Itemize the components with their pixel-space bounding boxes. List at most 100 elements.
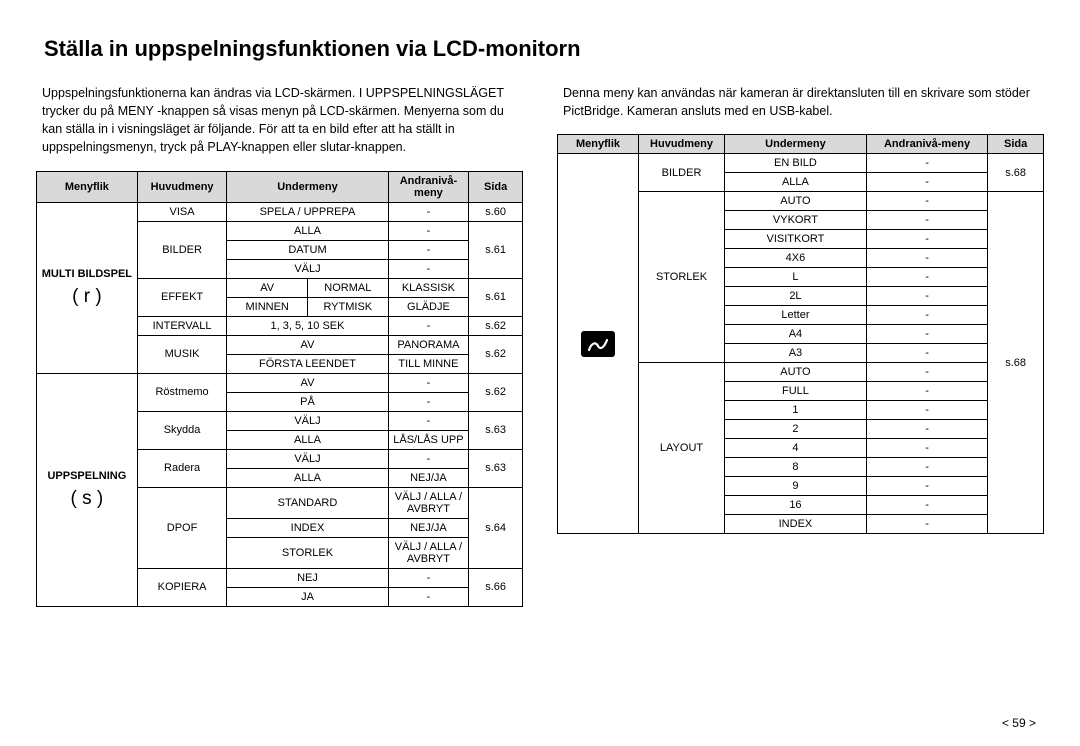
- right-column: Denna meny kan användas när kameran är d…: [557, 84, 1044, 607]
- cell: SPELA / UPPREPA: [227, 202, 388, 221]
- cell: s.68: [988, 154, 1044, 192]
- cell: AV: [227, 278, 308, 297]
- cell: VÄLJ / ALLA / AVBRYT: [388, 487, 469, 518]
- cell: s.62: [469, 373, 523, 411]
- cell: 8: [725, 458, 867, 477]
- tab2-name: UPPSPELNING: [47, 470, 126, 482]
- cell: -: [866, 154, 988, 173]
- cell: -: [388, 221, 469, 240]
- cell: -: [388, 259, 469, 278]
- cell: STANDARD: [227, 487, 388, 518]
- cell: -: [866, 230, 988, 249]
- row-skydda: Skydda: [137, 411, 227, 449]
- th-sida: Sida: [469, 171, 523, 202]
- cell: 2L: [725, 287, 867, 306]
- cell: -: [866, 249, 988, 268]
- cell: A3: [725, 344, 867, 363]
- cell: -: [866, 287, 988, 306]
- cell: NEJ/JA: [388, 468, 469, 487]
- cell: -: [866, 458, 988, 477]
- row-musik: MUSIK: [137, 335, 227, 373]
- cell: s.63: [469, 449, 523, 487]
- cell: -: [388, 568, 469, 587]
- cell: 1: [725, 401, 867, 420]
- cell: -: [866, 515, 988, 534]
- cell: AV: [227, 335, 388, 354]
- row-radera: Radera: [137, 449, 227, 487]
- cell: A4: [725, 325, 867, 344]
- cell: -: [388, 449, 469, 468]
- cell: JA: [227, 587, 388, 606]
- cell: -: [866, 344, 988, 363]
- cell: ALLA: [227, 430, 388, 449]
- th-sida: Sida: [988, 135, 1044, 154]
- cell: Letter: [725, 306, 867, 325]
- cell: VÄLJ / ALLA / AVBRYT: [388, 537, 469, 568]
- row-dpof: DPOF: [137, 487, 227, 568]
- row-bilder: BILDER: [137, 221, 227, 278]
- cell: INDEX: [227, 518, 388, 537]
- cell: LÅS/LÅS UPP: [388, 430, 469, 449]
- th-menyflik: Menyflik: [558, 135, 639, 154]
- cell: -: [866, 306, 988, 325]
- cell: -: [866, 268, 988, 287]
- cell: -: [866, 477, 988, 496]
- cell: -: [866, 401, 988, 420]
- intro-right: Denna meny kan användas när kameran är d…: [563, 84, 1044, 120]
- tab1-glyph: ( r ): [39, 286, 135, 308]
- tab-uppspelning: UPPSPELNING ( s ): [37, 373, 138, 606]
- row-layout: LAYOUT: [639, 363, 725, 534]
- cell: VISITKORT: [725, 230, 867, 249]
- row-rostmemo: Röstmemo: [137, 373, 227, 411]
- cell: PÅ: [227, 392, 388, 411]
- table-right: Menyflik Huvudmeny Undermeny Andranivå-m…: [557, 134, 1044, 534]
- cell: s.62: [469, 335, 523, 373]
- cell: FULL: [725, 382, 867, 401]
- cell: s.62: [469, 316, 523, 335]
- left-column: Uppspelningsfunktionerna kan ändras via …: [36, 84, 523, 607]
- cell: FÖRSTA LEENDET: [227, 354, 388, 373]
- cell: VÄLJ: [227, 449, 388, 468]
- cell: 1, 3, 5, 10 SEK: [227, 316, 388, 335]
- cell: -: [866, 382, 988, 401]
- cell: -: [388, 587, 469, 606]
- cell: RYTMISK: [307, 297, 388, 316]
- cell: -: [388, 202, 469, 221]
- cell: 4: [725, 439, 867, 458]
- cell: s.60: [469, 202, 523, 221]
- pictbridge-icon: [581, 331, 615, 357]
- cell: s.61: [469, 278, 523, 316]
- cell: L: [725, 268, 867, 287]
- cell: NEJ/JA: [388, 518, 469, 537]
- cell: ALLA: [227, 468, 388, 487]
- row-visa: VISA: [137, 202, 227, 221]
- cell: KLASSISK: [388, 278, 469, 297]
- th-andraniva: Andranivå-meny: [866, 135, 988, 154]
- cell: AUTO: [725, 192, 867, 211]
- cell: s.61: [469, 221, 523, 278]
- cell: NORMAL: [307, 278, 388, 297]
- cell: VÄLJ: [227, 259, 388, 278]
- cell: NEJ: [227, 568, 388, 587]
- cell: -: [388, 411, 469, 430]
- cell: -: [866, 363, 988, 382]
- table-left: Menyflik Huvudmeny Undermeny Andranivå-m…: [36, 171, 523, 607]
- row-bilder: BILDER: [639, 154, 725, 192]
- cell: 2: [725, 420, 867, 439]
- page-number: < 59 >: [1002, 716, 1036, 730]
- cell: EN BILD: [725, 154, 867, 173]
- cell: ALLA: [725, 173, 867, 192]
- cell: 16: [725, 496, 867, 515]
- cell: s.66: [469, 568, 523, 606]
- row-kopiera: KOPIERA: [137, 568, 227, 606]
- page-title: Ställa in uppspelningsfunktionen via LCD…: [44, 36, 1044, 62]
- cell: s.64: [469, 487, 523, 568]
- tab-multi-bildspel: MULTI BILDSPEL ( r ): [37, 202, 138, 373]
- th-undermeny: Undermeny: [725, 135, 867, 154]
- cell: -: [388, 392, 469, 411]
- th-undermeny: Undermeny: [227, 171, 388, 202]
- cell: VÄLJ: [227, 411, 388, 430]
- cell: -: [388, 240, 469, 259]
- cell: DATUM: [227, 240, 388, 259]
- cell: -: [866, 192, 988, 211]
